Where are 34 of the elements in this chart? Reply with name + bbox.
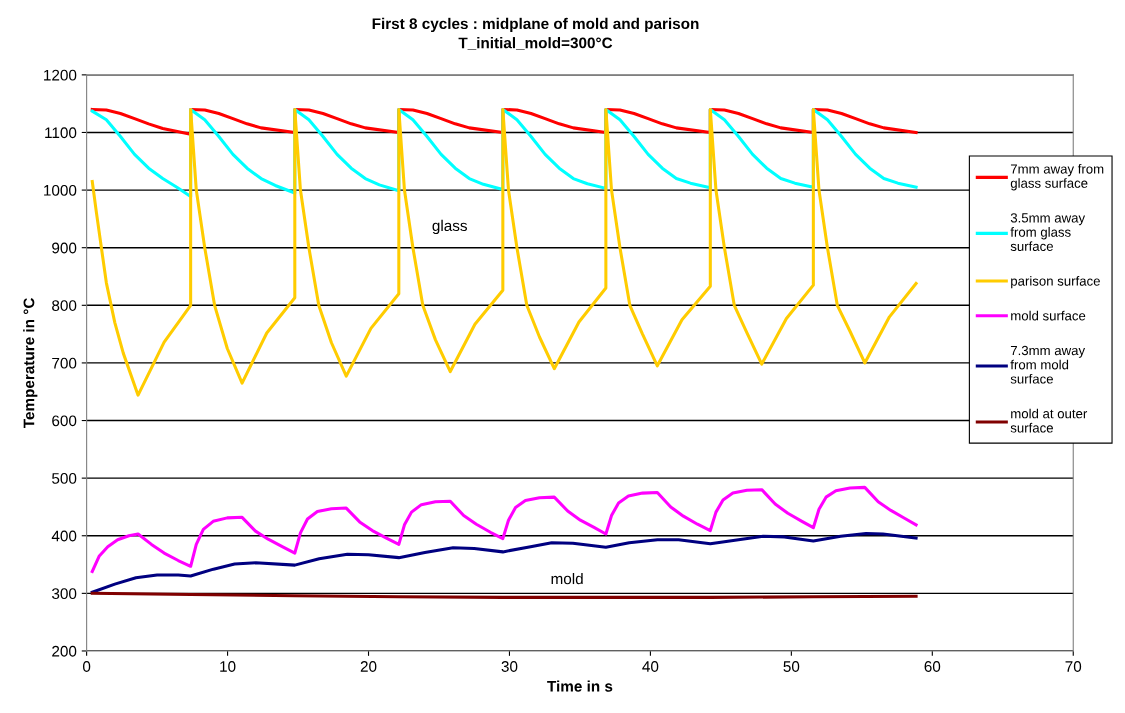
annotation: glass [432,219,467,235]
legend-label: 3.5mm away from glass surface [1010,213,1086,251]
x-tick-label: 10 [220,661,236,672]
x-tick-label: 0 [82,661,91,672]
y-tick-label: 600 [52,415,77,427]
x-tick-label: 40 [642,661,659,672]
y-axis-title: Temperature in °C [23,298,38,429]
y-tick-label: 500 [52,473,77,484]
y-tick-label: 1100 [45,127,77,139]
y-tick-label: 400 [51,530,77,542]
legend-label: mold surface [1011,310,1086,321]
x-tick-label: 50 [783,661,800,672]
x-tick-label: 70 [1065,661,1082,672]
legend-label: 7.3mm away from mold surface [1010,345,1086,384]
y-tick-label: 900 [52,242,77,254]
chart-title: First 8 cycles : midplane of mold and parison [372,17,699,33]
annotation: mold [551,572,583,585]
legend-label: 7mm away from glass surface [1010,163,1104,191]
y-tick-label: 800 [52,300,77,311]
legend-label: mold at outer surface [1010,408,1088,433]
chart-subtitle: T_initial_mold=300°C [458,37,613,51]
x-tick-label: 60 [924,661,941,672]
line-series [90,531,918,594]
line-series [90,485,918,573]
y-tick-label: 300 [52,588,77,600]
y-tick-label: 700 [52,357,77,369]
y-tick-label: 1200 [44,69,77,81]
x-tick-label: 30 [501,661,518,672]
x-axis-title: Time in s [547,680,613,692]
legend-label: parison surface [1011,276,1100,289]
y-tick-label: 1000 [44,184,77,196]
line-series [90,107,918,397]
y-tick-label: 200 [52,645,77,657]
x-tick-label: 20 [360,661,377,672]
